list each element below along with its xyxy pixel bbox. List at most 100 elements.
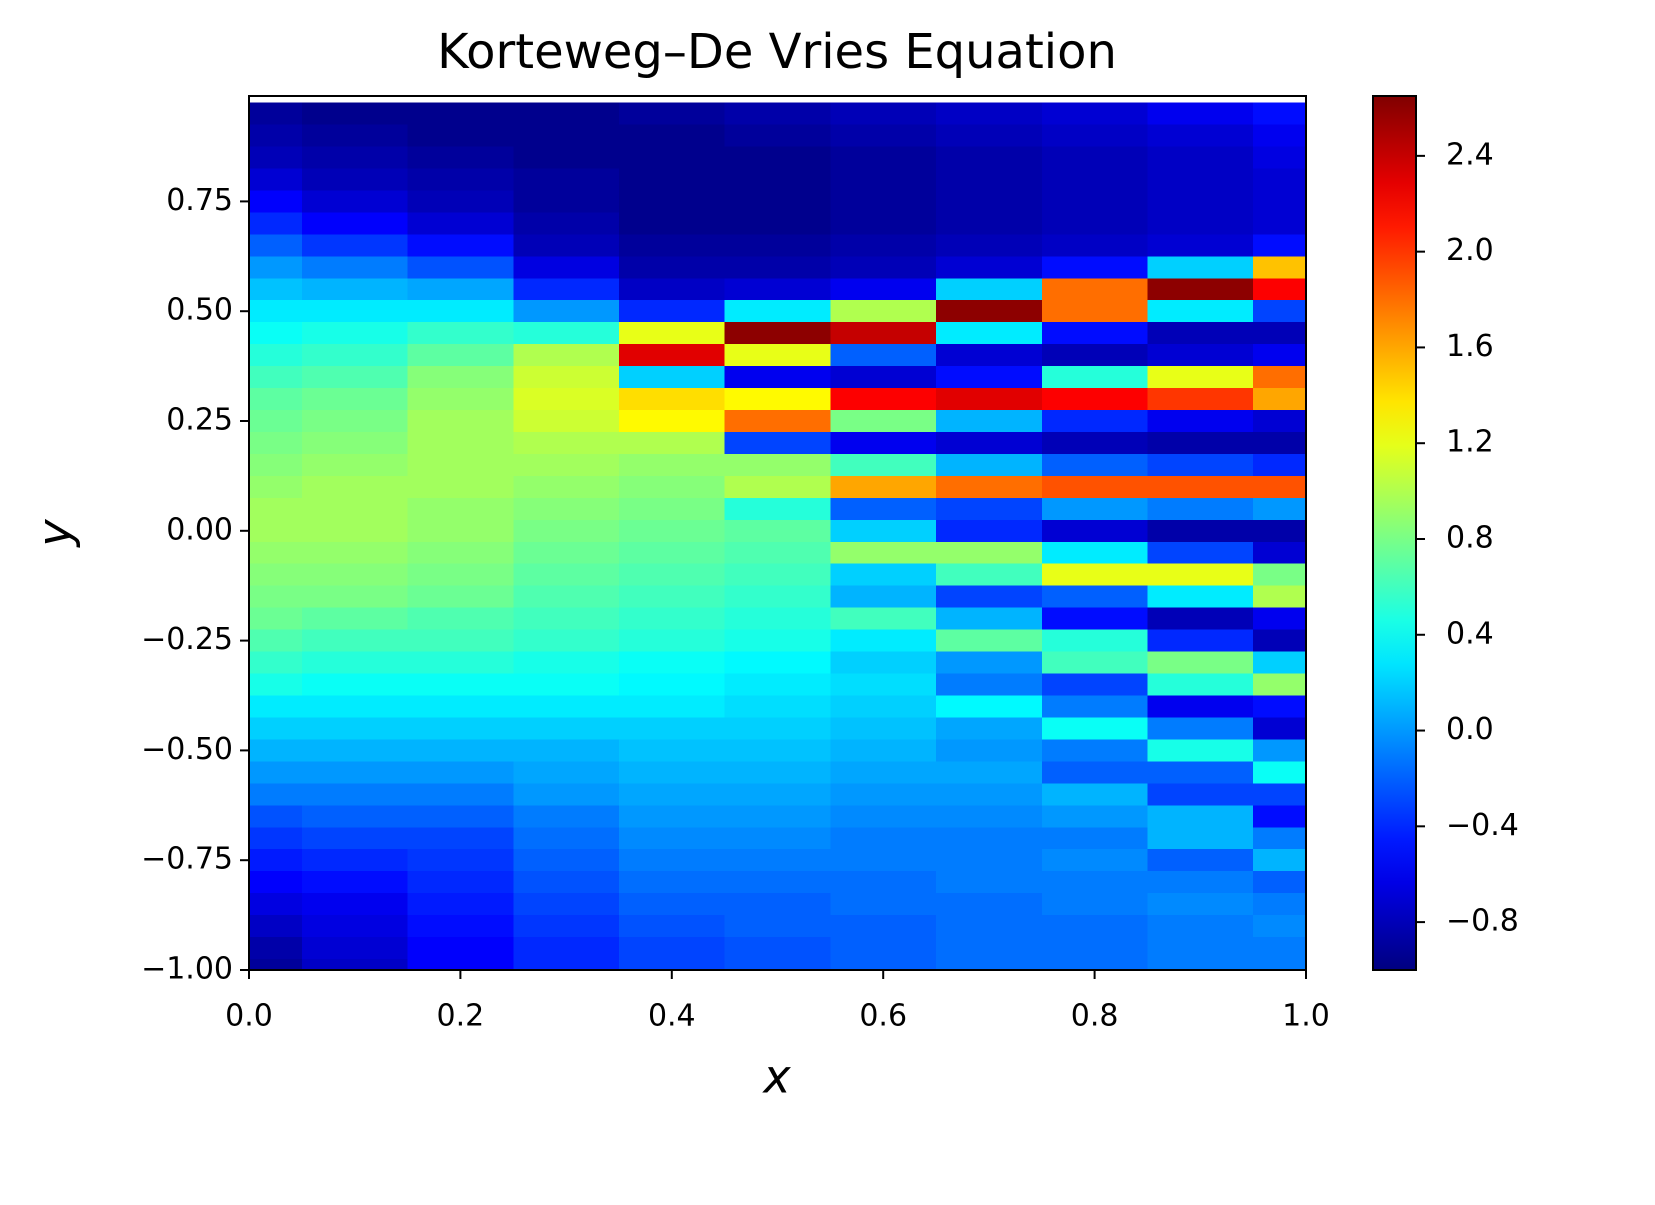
heat-cell	[513, 453, 620, 477]
heat-cell	[724, 805, 831, 828]
heat-cell	[618, 300, 726, 323]
heat-cell	[1253, 102, 1307, 126]
heat-cell	[1147, 278, 1254, 301]
heat-cell	[1147, 805, 1254, 828]
heat-cell	[830, 607, 937, 631]
heat-cell	[1253, 366, 1307, 389]
heat-cell	[513, 959, 620, 971]
x-axis-label: x	[761, 1050, 791, 1104]
heat-cell	[249, 124, 303, 148]
heat-cell	[618, 959, 726, 971]
heat-cell	[1147, 673, 1254, 697]
heat-cell	[1041, 717, 1149, 741]
heat-cell	[936, 761, 1043, 784]
heat-cell	[1041, 695, 1149, 719]
heat-cell	[830, 300, 937, 323]
heat-cell	[830, 893, 937, 916]
heat-cell	[513, 893, 620, 916]
heat-cell	[618, 124, 726, 148]
heat-cell	[301, 212, 409, 235]
heat-cell	[1253, 388, 1307, 411]
x-tick-label: 0.4	[648, 999, 696, 1034]
heat-cell	[936, 146, 1043, 170]
heat-cell	[407, 607, 514, 631]
heat-cell	[513, 300, 620, 323]
colorbar-tick-label: 1.6	[1446, 329, 1494, 364]
heat-cell	[830, 256, 937, 279]
heat-cell	[407, 168, 514, 192]
plot-frame	[248, 95, 1307, 971]
heat-cell	[249, 475, 303, 499]
heat-cell	[301, 563, 409, 587]
heat-cell	[513, 124, 620, 148]
heat-cell	[618, 761, 726, 784]
heat-cell	[407, 871, 514, 894]
heat-cell	[301, 431, 409, 455]
colorbar-tick-label: 1.2	[1446, 425, 1494, 460]
heat-cell	[301, 893, 409, 916]
heat-cell	[724, 893, 831, 916]
heat-cell	[936, 519, 1043, 543]
heat-cell	[618, 410, 726, 433]
heat-cell	[1041, 102, 1149, 126]
heat-cell	[1253, 278, 1307, 301]
heat-cell	[1147, 695, 1254, 719]
heat-cell	[1253, 410, 1307, 433]
heat-cell	[249, 761, 303, 784]
heat-cell	[1147, 190, 1254, 213]
heat-cell	[513, 168, 620, 192]
heat-cell	[407, 234, 514, 257]
heat-cell	[724, 278, 831, 301]
heat-cell	[830, 344, 937, 367]
heat-cell	[618, 717, 726, 741]
heat-cell	[1147, 431, 1254, 455]
heat-cell	[618, 827, 726, 850]
heat-cell	[1041, 146, 1149, 170]
heat-cell	[407, 300, 514, 323]
heat-cell	[301, 849, 409, 872]
heat-cell	[301, 805, 409, 828]
heat-cell	[301, 519, 409, 543]
colorbar-tick-label: 2.0	[1446, 233, 1494, 268]
heat-cell	[830, 519, 937, 543]
heat-cell	[407, 519, 514, 543]
y-tick-label: 0.50	[166, 293, 233, 328]
heat-cell	[1253, 717, 1307, 741]
heat-cell	[1041, 761, 1149, 784]
heat-cell	[407, 849, 514, 872]
heat-cell	[301, 168, 409, 192]
heat-cell	[724, 410, 831, 433]
heat-cell	[249, 673, 303, 697]
heat-cell	[724, 541, 831, 565]
heat-cell	[936, 344, 1043, 367]
heat-cell	[513, 607, 620, 631]
heat-cell	[1147, 300, 1254, 323]
heat-cell	[830, 915, 937, 938]
heat-cell	[936, 190, 1043, 213]
heat-cell	[618, 453, 726, 477]
heat-cell	[1253, 849, 1307, 872]
heat-cell	[513, 629, 620, 653]
heat-cell	[724, 739, 831, 762]
heat-cell	[513, 761, 620, 784]
heat-cell	[936, 366, 1043, 389]
heat-cell	[249, 959, 303, 971]
heat-cell	[301, 300, 409, 323]
heat-cell	[1041, 388, 1149, 411]
heat-cell	[936, 388, 1043, 411]
y-tick-label: 0.75	[166, 183, 233, 218]
y-tick-label: −0.25	[141, 622, 233, 657]
heat-cell	[407, 651, 514, 675]
colorbar-tick-label: 0.8	[1446, 520, 1494, 555]
heat-cell	[1253, 234, 1307, 257]
heat-cell	[830, 959, 937, 971]
y-tick-label: −1.00	[141, 952, 233, 987]
heat-cell	[1147, 234, 1254, 257]
heat-cell	[249, 607, 303, 631]
heat-cell	[301, 453, 409, 477]
heat-cell	[618, 388, 726, 411]
heat-cell	[618, 541, 726, 565]
heat-cell	[830, 366, 937, 389]
heat-cell	[407, 629, 514, 653]
